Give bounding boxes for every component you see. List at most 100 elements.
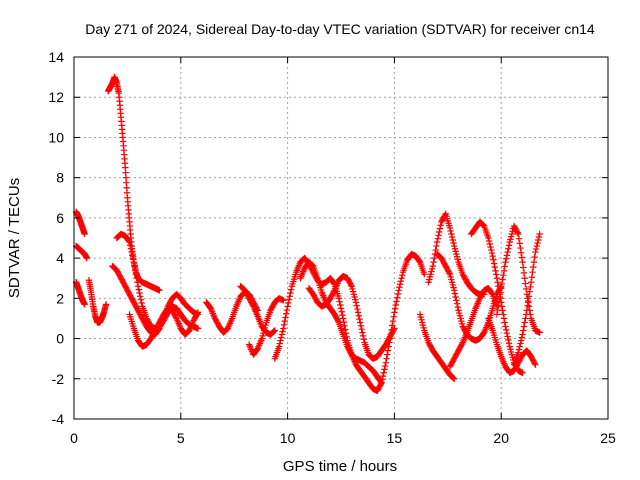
data-point bbox=[526, 288, 533, 295]
data-point bbox=[390, 326, 397, 334]
data-point bbox=[279, 328, 286, 335]
data-point bbox=[399, 272, 406, 279]
data-point bbox=[488, 249, 496, 257]
data-point bbox=[502, 323, 509, 330]
data-point bbox=[517, 244, 524, 252]
data-point bbox=[492, 267, 499, 275]
data-point bbox=[517, 249, 525, 256]
series-track-M bbox=[297, 258, 385, 386]
data-point bbox=[287, 286, 295, 293]
data-point bbox=[501, 263, 508, 270]
data-point bbox=[486, 240, 494, 248]
data-point bbox=[533, 242, 540, 250]
data-point bbox=[498, 280, 506, 288]
data-point bbox=[129, 252, 136, 259]
data-point bbox=[500, 315, 508, 322]
data-point bbox=[337, 305, 345, 312]
y-tick-label: 4 bbox=[56, 250, 64, 266]
x-tick-label: 25 bbox=[600, 430, 616, 446]
data-point bbox=[515, 349, 522, 356]
data-point bbox=[530, 263, 537, 271]
data-point bbox=[282, 310, 290, 317]
data-point bbox=[500, 272, 507, 279]
data-point bbox=[495, 302, 502, 309]
data-point bbox=[479, 221, 486, 228]
data-point bbox=[395, 287, 402, 294]
data-point bbox=[490, 256, 497, 263]
y-tick-label: -4 bbox=[52, 411, 65, 427]
data-point bbox=[380, 369, 387, 376]
data-point bbox=[102, 301, 110, 308]
data-point bbox=[515, 230, 522, 238]
data-point bbox=[353, 302, 360, 309]
data-point bbox=[308, 261, 316, 269]
data-point bbox=[338, 308, 345, 315]
data-point bbox=[450, 239, 457, 247]
series-track-V bbox=[510, 230, 543, 368]
chart-title: Day 271 of 2024, Sidereal Day-to-day VTE… bbox=[85, 21, 595, 37]
data-point bbox=[283, 306, 291, 314]
data-point bbox=[522, 280, 529, 287]
data-point bbox=[452, 293, 459, 301]
data-point bbox=[436, 228, 443, 236]
data-point bbox=[448, 233, 456, 241]
y-tick-label: 6 bbox=[56, 210, 64, 226]
series-track-R bbox=[446, 285, 501, 370]
series-track-K bbox=[245, 295, 287, 358]
data-point bbox=[502, 326, 510, 334]
data-point bbox=[394, 290, 402, 298]
data-point bbox=[522, 315, 529, 322]
data-point bbox=[135, 286, 142, 293]
series-track-N bbox=[305, 273, 398, 362]
data-point bbox=[520, 327, 527, 334]
data-point bbox=[286, 293, 293, 300]
data-point bbox=[285, 296, 293, 303]
data-point bbox=[499, 276, 506, 283]
data-point bbox=[156, 287, 163, 294]
data-point bbox=[516, 343, 523, 350]
data-point bbox=[527, 283, 534, 291]
data-point bbox=[126, 238, 133, 246]
data-point bbox=[527, 279, 535, 286]
data-point bbox=[134, 279, 141, 286]
data-point bbox=[496, 293, 503, 301]
data-point bbox=[490, 260, 498, 267]
x-axis-label: GPS time / hours bbox=[283, 458, 397, 475]
data-point bbox=[519, 369, 526, 376]
data-point bbox=[532, 361, 539, 368]
data-point bbox=[359, 329, 366, 336]
data-point bbox=[138, 299, 145, 307]
data-point bbox=[529, 268, 536, 276]
data-point bbox=[503, 252, 511, 259]
axis-ticks: 0 5 10 15 20 25 -4 -2 0 2 4 6 8 10 12 14 bbox=[48, 49, 616, 446]
y-tick-label: 0 bbox=[56, 331, 64, 347]
data-point bbox=[132, 271, 140, 278]
data-point bbox=[432, 246, 439, 254]
data-point bbox=[524, 302, 531, 309]
data-point bbox=[172, 313, 180, 321]
data-point bbox=[494, 279, 501, 286]
data-point bbox=[280, 321, 288, 329]
data-point bbox=[381, 366, 388, 373]
data-point bbox=[83, 254, 91, 262]
data-point bbox=[394, 294, 401, 301]
data-point bbox=[493, 275, 501, 282]
data-point bbox=[435, 232, 442, 239]
data-point bbox=[518, 334, 526, 341]
data-point bbox=[532, 245, 540, 253]
series-track-T bbox=[485, 315, 539, 376]
data-point bbox=[129, 255, 137, 262]
data-point bbox=[497, 289, 504, 296]
data-point bbox=[382, 359, 390, 366]
data-point bbox=[127, 245, 135, 252]
series-track-D bbox=[85, 277, 110, 326]
data-point bbox=[448, 230, 455, 238]
data-point bbox=[281, 317, 288, 325]
data-point bbox=[501, 319, 508, 326]
data-point bbox=[505, 336, 512, 344]
data-point bbox=[194, 325, 202, 332]
data-point bbox=[330, 288, 338, 295]
data-point bbox=[433, 242, 440, 250]
data-point bbox=[280, 297, 287, 304]
